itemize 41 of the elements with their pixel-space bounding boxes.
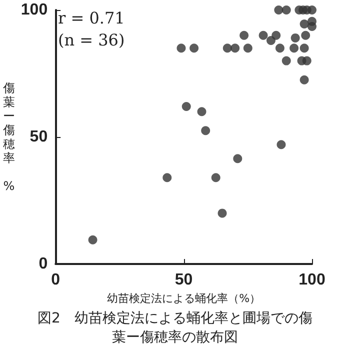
x-tick-label: 50: [174, 272, 193, 288]
point: [302, 56, 312, 66]
y-tick-label: 100: [20, 2, 48, 18]
point: [290, 44, 299, 53]
point: [182, 102, 191, 112]
point: [233, 154, 242, 164]
y-tick-label: 0: [38, 256, 48, 272]
point: [308, 6, 316, 14]
point: [275, 44, 284, 53]
point: [176, 44, 186, 53]
point: [282, 56, 291, 66]
point: [197, 107, 206, 116]
point: [240, 30, 249, 40]
point: [300, 19, 309, 28]
point: [211, 173, 220, 182]
point: [290, 33, 300, 42]
point: [230, 44, 240, 53]
y-axis-title: 傷葉ー傷穂率 %: [2, 81, 15, 193]
point: [282, 6, 291, 14]
text: 図2 幼苗検定法による蛹化率と圃場での傷葉ー傷穂率の散布図: [38, 310, 312, 346]
point: [190, 44, 199, 53]
x-axis-title: 幼苗検定法による蛹化率（%）: [107, 292, 261, 305]
point: [301, 30, 310, 40]
x-tick-label: 100: [298, 272, 326, 288]
point: [222, 44, 232, 53]
x-tick-label: 0: [51, 272, 60, 288]
point: [258, 30, 268, 40]
point: [308, 22, 316, 32]
point: [300, 75, 309, 84]
point: [272, 30, 281, 40]
y-tick-label: 50: [30, 128, 48, 146]
point: [300, 44, 309, 53]
point: [276, 140, 286, 150]
point: [201, 126, 210, 136]
point: [243, 44, 252, 53]
point: [218, 208, 227, 218]
point: [88, 235, 98, 244]
annotation: r = 0.71: [58, 8, 125, 28]
annotation: (n = 36): [58, 30, 125, 50]
point: [162, 173, 172, 182]
point: [274, 6, 284, 14]
